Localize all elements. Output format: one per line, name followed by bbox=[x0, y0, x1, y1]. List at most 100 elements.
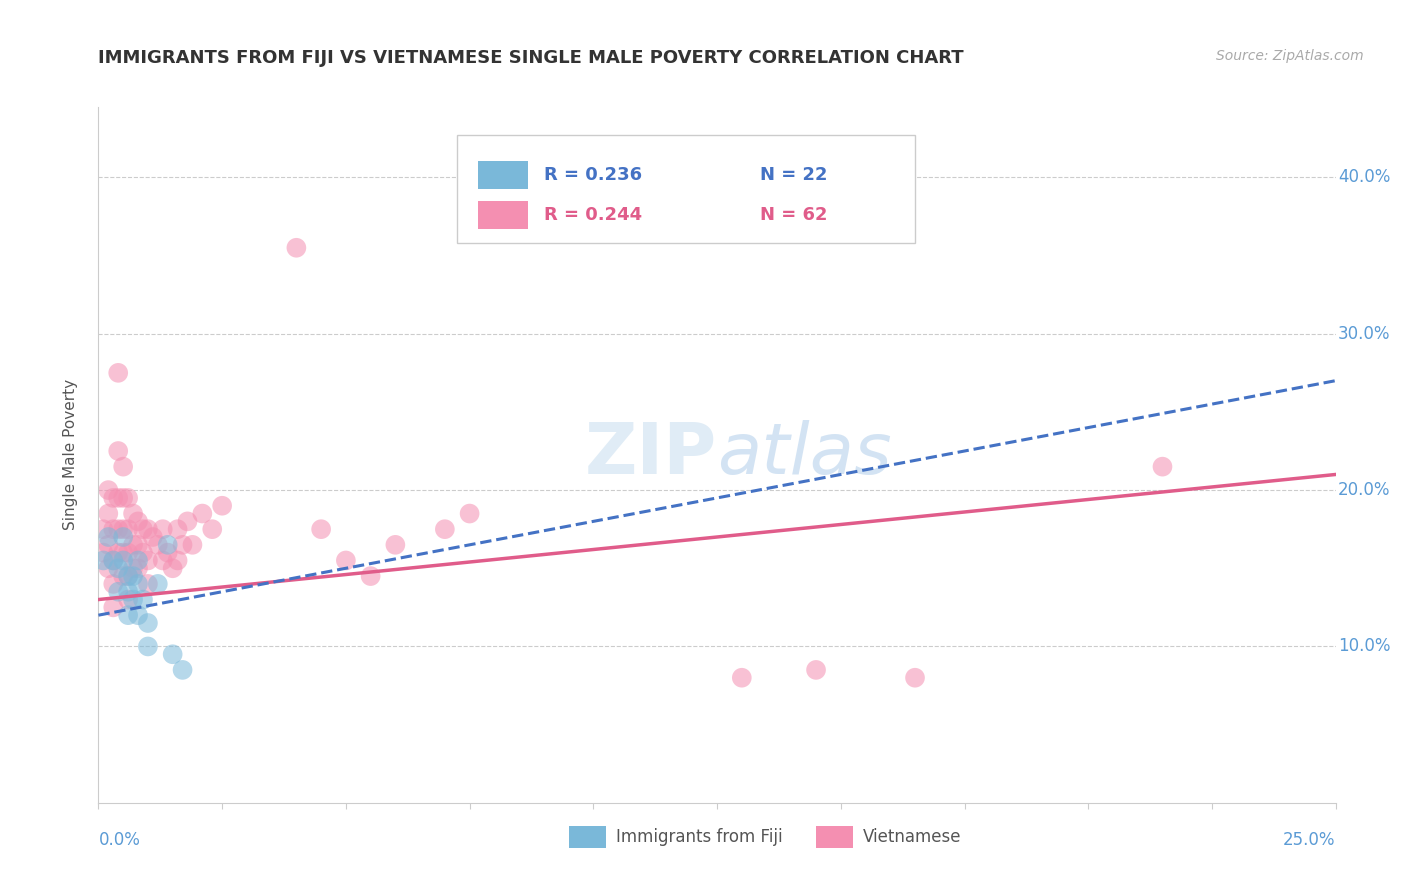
Text: 30.0%: 30.0% bbox=[1339, 325, 1391, 343]
Point bbox=[152, 553, 174, 567]
Point bbox=[97, 483, 120, 497]
Text: IMMIGRANTS FROM FIJI VS VIETNAMESE SINGLE MALE POVERTY CORRELATION CHART: IMMIGRANTS FROM FIJI VS VIETNAMESE SINGL… bbox=[98, 49, 965, 67]
Point bbox=[458, 507, 481, 521]
Point bbox=[156, 538, 179, 552]
Y-axis label: Single Male Poverty: Single Male Poverty bbox=[63, 379, 77, 531]
Point bbox=[112, 553, 135, 567]
FancyBboxPatch shape bbox=[815, 826, 853, 848]
Point bbox=[117, 584, 139, 599]
Point bbox=[142, 530, 165, 544]
Text: atlas: atlas bbox=[717, 420, 891, 490]
Point bbox=[904, 671, 927, 685]
FancyBboxPatch shape bbox=[457, 135, 915, 243]
Point bbox=[127, 608, 149, 623]
Point bbox=[152, 522, 174, 536]
Point bbox=[103, 600, 125, 615]
Point bbox=[136, 615, 159, 630]
Point bbox=[156, 546, 179, 560]
Point bbox=[103, 491, 125, 505]
Point bbox=[146, 577, 169, 591]
Point bbox=[166, 553, 188, 567]
Text: 25.0%: 25.0% bbox=[1284, 830, 1336, 848]
Point bbox=[127, 514, 149, 528]
Point bbox=[360, 569, 382, 583]
Text: 40.0%: 40.0% bbox=[1339, 169, 1391, 186]
Point bbox=[132, 546, 155, 560]
Text: 10.0%: 10.0% bbox=[1339, 638, 1391, 656]
Point bbox=[117, 569, 139, 583]
Text: ZIP: ZIP bbox=[585, 420, 717, 490]
Point bbox=[117, 569, 139, 583]
Point bbox=[97, 538, 120, 552]
Point bbox=[127, 577, 149, 591]
Point bbox=[103, 577, 125, 591]
Point bbox=[107, 546, 129, 560]
Point bbox=[136, 522, 159, 536]
Text: 0.0%: 0.0% bbox=[98, 830, 141, 848]
Point bbox=[1152, 459, 1174, 474]
Point bbox=[146, 538, 169, 552]
Point bbox=[122, 592, 145, 607]
Point bbox=[335, 553, 357, 567]
Point bbox=[136, 640, 159, 654]
Point bbox=[122, 561, 145, 575]
Point bbox=[103, 522, 125, 536]
Point bbox=[112, 459, 135, 474]
Point bbox=[107, 584, 129, 599]
Point bbox=[103, 553, 125, 567]
Point bbox=[201, 522, 224, 536]
Point bbox=[107, 491, 129, 505]
Point bbox=[731, 671, 754, 685]
Text: 20.0%: 20.0% bbox=[1339, 481, 1391, 500]
Point bbox=[172, 538, 194, 552]
Point bbox=[132, 522, 155, 536]
Point bbox=[112, 522, 135, 536]
Text: R = 0.236: R = 0.236 bbox=[544, 166, 643, 185]
Point bbox=[117, 491, 139, 505]
Point bbox=[136, 577, 159, 591]
Point bbox=[384, 538, 406, 552]
Text: Immigrants from Fiji: Immigrants from Fiji bbox=[616, 828, 782, 846]
Point bbox=[112, 569, 135, 583]
Point bbox=[122, 538, 145, 552]
Point bbox=[117, 592, 139, 607]
Point bbox=[93, 546, 115, 560]
Text: N = 22: N = 22 bbox=[761, 166, 828, 185]
Point bbox=[162, 561, 184, 575]
Point bbox=[117, 546, 139, 560]
FancyBboxPatch shape bbox=[478, 161, 527, 189]
Text: R = 0.244: R = 0.244 bbox=[544, 206, 643, 224]
Point bbox=[309, 522, 332, 536]
Point bbox=[285, 241, 308, 255]
Point bbox=[112, 530, 135, 544]
Text: N = 62: N = 62 bbox=[761, 206, 828, 224]
Point bbox=[97, 530, 120, 544]
Point bbox=[127, 561, 149, 575]
Point bbox=[112, 491, 135, 505]
FancyBboxPatch shape bbox=[568, 826, 606, 848]
Point bbox=[117, 522, 139, 536]
Point bbox=[132, 592, 155, 607]
Point bbox=[433, 522, 456, 536]
Point bbox=[176, 514, 198, 528]
Point bbox=[127, 538, 149, 552]
Point bbox=[122, 569, 145, 583]
Point bbox=[122, 507, 145, 521]
Point bbox=[804, 663, 827, 677]
Point bbox=[117, 608, 139, 623]
Point bbox=[93, 553, 115, 567]
Point bbox=[162, 647, 184, 661]
Point bbox=[107, 366, 129, 380]
Point bbox=[211, 499, 233, 513]
Text: Vietnamese: Vietnamese bbox=[863, 828, 962, 846]
Point bbox=[181, 538, 204, 552]
Point bbox=[127, 553, 149, 567]
Text: Source: ZipAtlas.com: Source: ZipAtlas.com bbox=[1216, 49, 1364, 63]
Point bbox=[107, 444, 129, 458]
FancyBboxPatch shape bbox=[478, 201, 527, 229]
Point bbox=[107, 522, 129, 536]
Point bbox=[136, 553, 159, 567]
Point bbox=[166, 522, 188, 536]
Point bbox=[103, 553, 125, 567]
Point bbox=[97, 507, 120, 521]
